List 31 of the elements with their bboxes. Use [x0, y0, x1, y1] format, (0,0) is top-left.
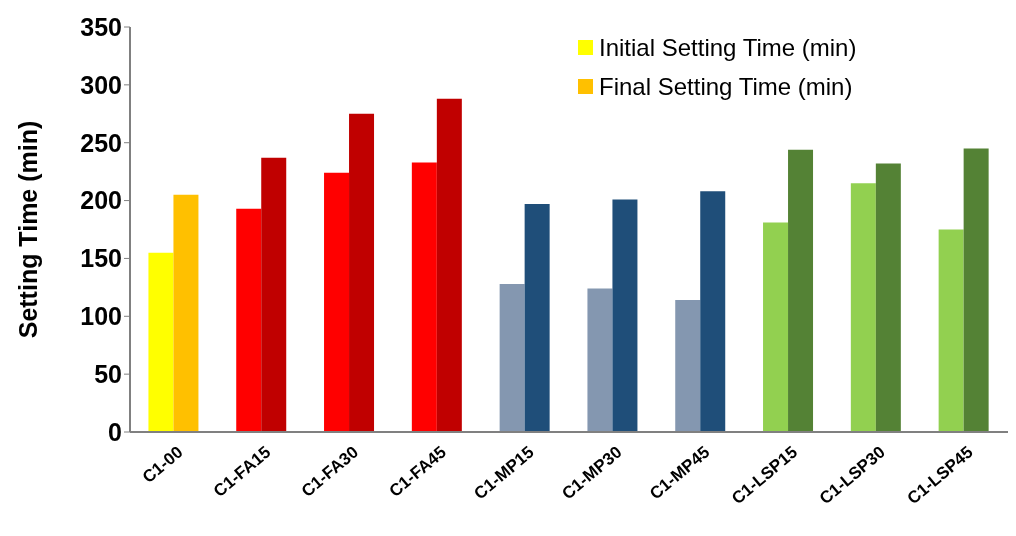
- bar: [324, 172, 350, 432]
- bar: [349, 113, 375, 432]
- bar: [148, 252, 174, 432]
- y-tick-label: 150: [80, 244, 122, 273]
- bar: [938, 229, 964, 432]
- bar: [763, 222, 789, 432]
- y-tick-label: 100: [80, 302, 122, 331]
- bar: [411, 162, 437, 432]
- y-tick-label: 300: [80, 70, 122, 99]
- bar: [612, 199, 638, 432]
- bar: [173, 194, 199, 432]
- legend-label: Final Setting Time (min): [599, 72, 853, 102]
- legend-label: Initial Setting Time (min): [599, 33, 857, 63]
- bar: [850, 183, 876, 432]
- bar: [236, 208, 262, 432]
- y-tick-label: 0: [108, 417, 122, 446]
- bar: [700, 191, 726, 432]
- y-axis-title: Setting Time (min): [13, 120, 42, 339]
- y-tick-label: 250: [80, 128, 122, 157]
- bar: [963, 148, 989, 432]
- bar: [436, 98, 462, 432]
- bar: [788, 149, 814, 432]
- y-tick-label: 200: [80, 186, 122, 215]
- bar: [675, 300, 701, 432]
- y-tick-label: 350: [80, 12, 122, 41]
- bar: [587, 288, 613, 432]
- y-tick-label: 50: [94, 360, 122, 389]
- bar: [875, 163, 901, 432]
- bar: [499, 283, 525, 432]
- bar: [261, 157, 287, 432]
- bar: [524, 204, 550, 432]
